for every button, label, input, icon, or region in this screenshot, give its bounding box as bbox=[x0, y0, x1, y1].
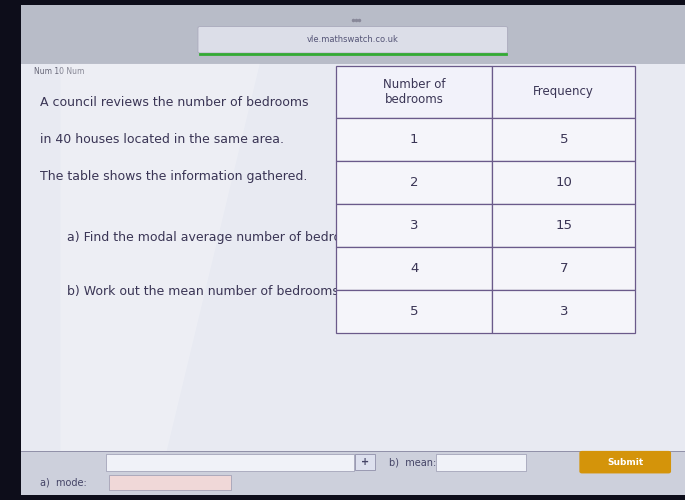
Text: a) Find the modal average number of bedrooms.: a) Find the modal average number of bedr… bbox=[67, 231, 371, 244]
FancyBboxPatch shape bbox=[336, 290, 493, 334]
Text: 10: 10 bbox=[556, 176, 572, 189]
Text: 2: 2 bbox=[410, 176, 419, 189]
Text: Frequency: Frequency bbox=[534, 86, 594, 98]
FancyBboxPatch shape bbox=[198, 26, 508, 53]
Text: 5: 5 bbox=[560, 133, 568, 146]
FancyBboxPatch shape bbox=[336, 66, 493, 118]
FancyBboxPatch shape bbox=[336, 247, 493, 290]
Text: 5: 5 bbox=[410, 305, 419, 318]
Text: +: + bbox=[361, 457, 369, 467]
FancyBboxPatch shape bbox=[105, 454, 354, 470]
Text: Num 10 Num: Num 10 Num bbox=[34, 66, 84, 76]
FancyBboxPatch shape bbox=[493, 204, 635, 247]
Text: vle.mathswatch.co.uk: vle.mathswatch.co.uk bbox=[307, 36, 399, 44]
Text: b) Work out the mean number of bedrooms.: b) Work out the mean number of bedrooms. bbox=[67, 285, 343, 298]
Text: 4: 4 bbox=[410, 262, 419, 275]
FancyBboxPatch shape bbox=[336, 204, 493, 247]
Text: 3: 3 bbox=[560, 305, 568, 318]
FancyBboxPatch shape bbox=[336, 118, 493, 161]
Text: b)  mean:: b) mean: bbox=[389, 457, 436, 467]
Text: The table shows the information gathered.: The table shows the information gathered… bbox=[40, 170, 308, 183]
Polygon shape bbox=[60, 64, 260, 451]
FancyBboxPatch shape bbox=[21, 451, 685, 495]
FancyBboxPatch shape bbox=[493, 118, 635, 161]
Text: 1: 1 bbox=[410, 133, 419, 146]
FancyBboxPatch shape bbox=[493, 66, 635, 118]
Text: 7: 7 bbox=[560, 262, 568, 275]
FancyBboxPatch shape bbox=[21, 5, 685, 495]
FancyBboxPatch shape bbox=[21, 5, 685, 64]
FancyBboxPatch shape bbox=[436, 454, 525, 470]
FancyBboxPatch shape bbox=[580, 451, 671, 473]
Text: 3: 3 bbox=[410, 219, 419, 232]
FancyBboxPatch shape bbox=[493, 247, 635, 290]
Text: A council reviews the number of bedrooms: A council reviews the number of bedrooms bbox=[40, 96, 309, 110]
Text: a)  mode:: a) mode: bbox=[40, 478, 87, 488]
Text: 15: 15 bbox=[556, 219, 572, 232]
Text: in 40 houses located in the same area.: in 40 houses located in the same area. bbox=[40, 133, 284, 146]
FancyBboxPatch shape bbox=[109, 476, 231, 490]
FancyBboxPatch shape bbox=[336, 161, 493, 204]
FancyBboxPatch shape bbox=[493, 161, 635, 204]
Text: Number of
bedrooms: Number of bedrooms bbox=[383, 78, 445, 106]
FancyBboxPatch shape bbox=[356, 454, 375, 470]
FancyBboxPatch shape bbox=[493, 290, 635, 334]
FancyBboxPatch shape bbox=[21, 64, 685, 451]
Text: Submit: Submit bbox=[607, 458, 643, 466]
